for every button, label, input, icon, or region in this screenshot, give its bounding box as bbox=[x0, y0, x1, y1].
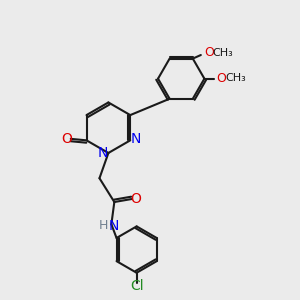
Text: O: O bbox=[204, 46, 214, 59]
Text: Cl: Cl bbox=[130, 279, 143, 293]
Text: N: N bbox=[98, 146, 108, 160]
Text: O: O bbox=[130, 192, 141, 206]
Text: H: H bbox=[98, 219, 108, 232]
Text: CH₃: CH₃ bbox=[225, 74, 246, 83]
Text: CH₃: CH₃ bbox=[213, 48, 233, 58]
Text: N: N bbox=[109, 219, 119, 233]
Text: O: O bbox=[216, 72, 226, 85]
Text: N: N bbox=[130, 132, 141, 146]
Text: O: O bbox=[61, 132, 72, 146]
